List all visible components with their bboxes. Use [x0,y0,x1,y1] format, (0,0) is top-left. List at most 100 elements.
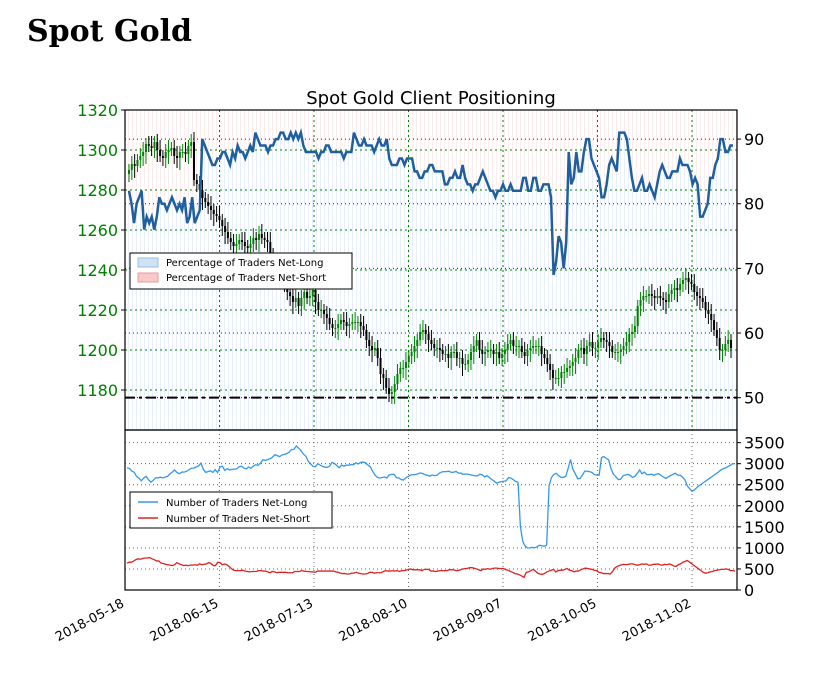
candle-body [486,350,489,352]
candle-body [594,348,597,349]
candle-body [721,350,724,351]
candle-body [371,346,374,350]
candle-body [588,342,591,346]
candle-body [664,300,667,302]
candle-body [402,368,405,369]
candle-body [167,150,170,152]
candle-body [633,326,636,332]
bottom-tick-label: 500 [744,560,775,579]
candle-body [365,330,368,340]
candle-body [181,152,184,153]
candle-body [585,346,588,354]
candle-body [345,322,348,326]
candle-body [679,284,682,290]
candle-body [518,346,521,347]
candle-body [178,152,181,158]
candle-body [433,344,436,348]
x-tick-label: 2018-09-07 [431,596,505,645]
candle-body [195,180,198,184]
legend-swatch-net-short [137,272,159,283]
candle-body [492,350,495,354]
bottom-tick-label: 0 [744,581,754,600]
candle-body [715,330,718,338]
candle-body [410,352,413,356]
candle-body [724,344,727,350]
candle-body [628,334,631,342]
candle-body [207,202,210,206]
candle-body [226,232,229,238]
x-tick-label: 2018-06-15 [148,596,222,645]
candle-body [718,338,721,350]
candle-body [546,358,549,364]
right-tick-label: 80 [744,195,764,214]
candle-body [464,364,467,365]
legend-label-net-long: Percentage of Traders Net-Long [166,258,324,269]
candle-body [625,342,628,346]
candle-body [142,152,145,156]
chart-title: Spot Gold Client Positioning [306,88,556,109]
candle-body [450,352,453,358]
candle-body [455,352,458,358]
candle-body [540,346,543,354]
candle-body [653,296,656,298]
candle-body [532,346,535,348]
candle-body [687,278,690,282]
left-tick-label: 1280 [77,181,118,200]
candle-body [224,226,227,232]
candle-body [139,156,142,160]
candle-body [534,346,537,347]
candle-body [308,296,311,298]
candle-body [153,142,156,148]
candle-body [611,346,614,352]
candle-body [650,294,653,296]
candle-body [255,238,258,240]
candle-body [246,246,249,248]
left-tick-label: 1240 [77,261,118,280]
candle-body [303,292,306,298]
candle-body [229,238,232,242]
net-long-traders-line [126,445,735,549]
candle-body [684,278,687,280]
candle-body [407,356,410,362]
bottom-tick-label: 3000 [744,455,785,474]
candle-body [379,358,382,374]
candle-body [690,282,693,284]
candle-body [591,342,594,348]
candle-body [249,244,252,248]
candle-body [453,352,456,353]
candle-body [543,354,546,358]
bottom-tick-label: 2500 [744,476,785,495]
candle-body [144,144,147,152]
candle-body [520,346,523,352]
x-axis: 2018-05-18 2018-06-15 2018-07-13 2018-08-10… [53,596,694,645]
candle-body [616,352,619,353]
candle-body [557,378,560,379]
candle-body [484,352,487,354]
candle-body [156,142,159,150]
candle-body [306,292,309,298]
price-candles [128,132,732,404]
candle-body [311,290,314,296]
left-tick-label: 1300 [77,141,118,160]
candle-body [503,350,506,354]
candle-body [382,374,385,378]
candle-body [580,348,583,350]
candle-body [461,358,464,364]
candle-body [622,346,625,350]
candle-body [421,330,424,332]
candle-body [320,310,323,311]
candle-body [713,320,716,330]
candle-body [636,306,639,326]
candle-body [294,298,297,302]
candle-body [238,240,241,244]
candle-body [218,216,221,220]
bottom-legend: Number of Traders Net-Long Number of Tra… [129,491,333,529]
candle-body [704,302,707,310]
legend-swatch-net-long [137,257,159,268]
candle-body [328,318,331,324]
candle-body [441,350,444,354]
candle-body [498,352,501,358]
left-tick-label: 1260 [77,221,118,240]
left-tick-label: 1220 [77,301,118,320]
